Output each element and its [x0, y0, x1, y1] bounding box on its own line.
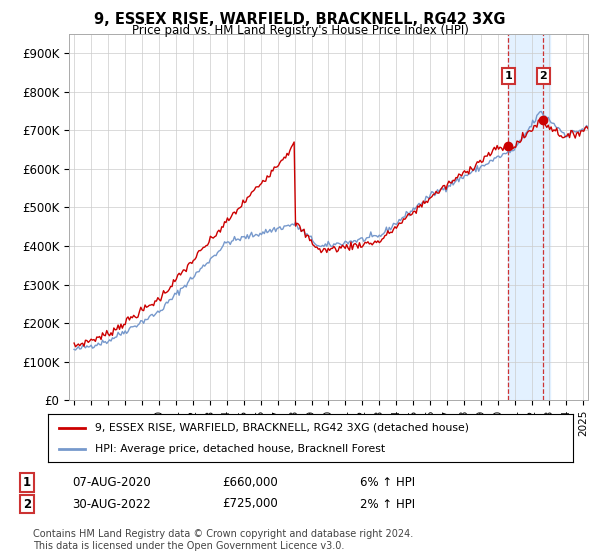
Text: £725,000: £725,000	[222, 497, 278, 511]
Text: 1: 1	[23, 476, 31, 489]
Text: 2% ↑ HPI: 2% ↑ HPI	[360, 497, 415, 511]
Text: 6% ↑ HPI: 6% ↑ HPI	[360, 476, 415, 489]
Text: 07-AUG-2020: 07-AUG-2020	[72, 476, 151, 489]
Text: Contains HM Land Registry data © Crown copyright and database right 2024.
This d: Contains HM Land Registry data © Crown c…	[33, 529, 413, 551]
Text: £660,000: £660,000	[222, 476, 278, 489]
Text: 2: 2	[539, 71, 547, 81]
Text: 2: 2	[23, 497, 31, 511]
Text: 30-AUG-2022: 30-AUG-2022	[72, 497, 151, 511]
Text: 9, ESSEX RISE, WARFIELD, BRACKNELL, RG42 3XG: 9, ESSEX RISE, WARFIELD, BRACKNELL, RG42…	[94, 12, 506, 27]
Text: 9, ESSEX RISE, WARFIELD, BRACKNELL, RG42 3XG (detached house): 9, ESSEX RISE, WARFIELD, BRACKNELL, RG42…	[95, 423, 469, 433]
Text: Price paid vs. HM Land Registry's House Price Index (HPI): Price paid vs. HM Land Registry's House …	[131, 24, 469, 37]
Text: 1: 1	[505, 71, 512, 81]
Text: HPI: Average price, detached house, Bracknell Forest: HPI: Average price, detached house, Brac…	[95, 444, 385, 454]
Bar	[508, 34, 550, 400]
